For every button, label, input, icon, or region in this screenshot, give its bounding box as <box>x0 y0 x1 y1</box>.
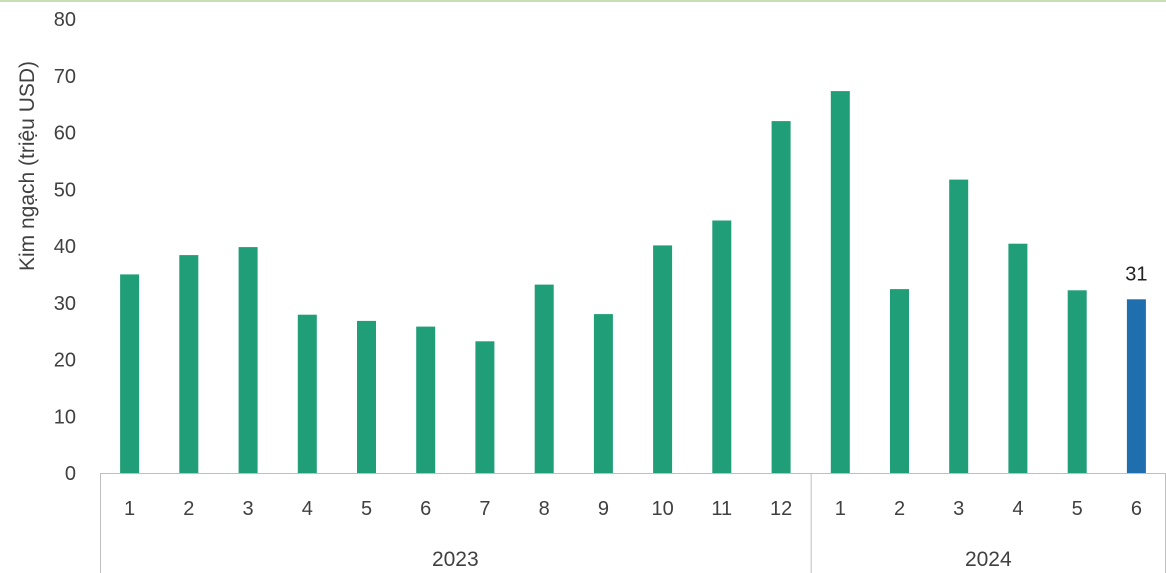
bar <box>1126 299 1146 473</box>
bar <box>830 91 850 473</box>
bar <box>534 284 554 473</box>
x-tick-label: 4 <box>302 498 313 520</box>
bar <box>416 326 436 473</box>
y-tick-label: 40 <box>54 236 76 258</box>
y-tick-label: 0 <box>65 463 76 485</box>
x-tick-label: 1 <box>835 498 846 520</box>
bar <box>771 121 791 473</box>
bar <box>593 314 613 473</box>
y-tick-label: 50 <box>54 179 76 201</box>
bar <box>712 220 732 473</box>
bar <box>238 247 258 473</box>
y-tick-label: 20 <box>54 350 76 372</box>
x-tick-label: 9 <box>598 498 609 520</box>
bar <box>357 320 376 473</box>
x-tick-label: 11 <box>711 498 732 520</box>
x-tick-label: 4 <box>1012 498 1023 520</box>
x-tick-label: 6 <box>420 498 431 520</box>
bar <box>120 274 140 473</box>
year-label: 2024 <box>965 548 1012 571</box>
x-tick-label: 3 <box>243 498 254 520</box>
x-tick-label: 5 <box>1072 498 1083 520</box>
bar <box>475 341 495 473</box>
data-labels: 31 <box>1125 263 1147 285</box>
x-tick-label: 2 <box>894 498 905 520</box>
x-tick-label: 2 <box>183 498 194 520</box>
bar <box>1067 290 1087 473</box>
y-tick-label: 70 <box>54 66 76 88</box>
x-tick-label: 6 <box>1131 498 1142 520</box>
x-tick-label: 12 <box>770 498 792 520</box>
x-axis-groups: 2023 2024 <box>432 548 1012 571</box>
y-tick-label: 60 <box>54 123 76 145</box>
x-tick-label: 3 <box>953 498 964 520</box>
x-tick-label: 10 <box>651 498 673 520</box>
x-axis-ticks: 1 2 3 4 5 6 7 8 9 10 11 12 1 2 3 4 5 6 <box>124 498 1142 520</box>
x-tick-label: 1 <box>124 498 135 520</box>
y-tick-label: 10 <box>54 406 76 428</box>
bar <box>179 255 199 473</box>
bar <box>890 289 909 473</box>
year-label: 2023 <box>432 548 479 571</box>
y-axis-label: Kim ngạch (triệu USD) <box>16 61 39 271</box>
bar <box>653 245 673 473</box>
y-tick-label: 30 <box>54 293 76 315</box>
x-tick-label: 5 <box>361 498 372 520</box>
x-tick-label: 8 <box>539 498 550 520</box>
y-tick-label: 80 <box>54 9 76 31</box>
y-axis-ticks: 0 10 20 30 40 50 60 70 80 <box>54 9 76 485</box>
bar <box>949 179 969 473</box>
bar <box>1008 243 1028 473</box>
x-tick-label: 7 <box>479 498 490 520</box>
bars <box>120 91 1146 473</box>
data-label: 31 <box>1125 263 1147 285</box>
bar <box>297 314 317 473</box>
